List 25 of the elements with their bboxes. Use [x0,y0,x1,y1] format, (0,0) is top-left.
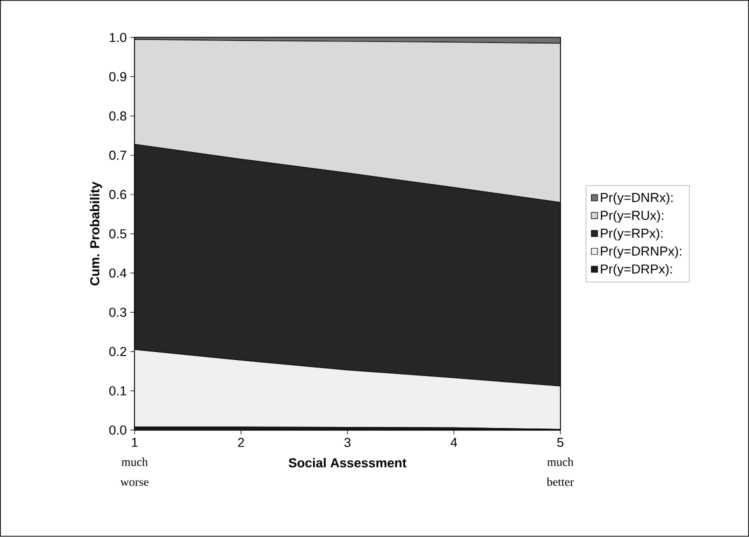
y-axis-title: Cum. Probability [90,182,102,286]
x-tick-label: 3 [344,438,351,448]
x-axis-title: Social Assessment [288,458,406,468]
y-tick-label: 1.0 [110,33,126,42]
y-tick-label: 0.5 [109,229,126,239]
legend-label: Pr(y=DRPx): [600,264,672,276]
legend-label: Pr(y=DNRx): [600,192,673,205]
y-tick-label: 0.1 [109,386,126,396]
y-tick-label: 0.6 [109,190,126,200]
text: much better [546,458,574,486]
legend-label: Pr(y=DRNPx): [600,246,682,258]
legend-label: Pr(y=RUx): [600,210,664,223]
y-tick-label: 0.2 [109,347,126,356]
y-tick-label: 0.0 [109,426,126,435]
x-tick-label: 1 [132,438,138,447]
x-tick-label: 2 [238,438,244,448]
y-tick-label: 0.3 [109,308,126,318]
y-tick-label: 0.4 [109,268,126,278]
y-tick-label: 0.9 [109,72,126,82]
y-tick-label: 0.8 [109,112,126,121]
text: much worse [120,458,148,486]
y-tick-label: 0.7 [109,150,126,160]
x-tick-label: 5 [557,438,564,448]
x-tick-label: 4 [450,438,458,447]
legend-label: Pr(y=RPx): [600,228,662,241]
